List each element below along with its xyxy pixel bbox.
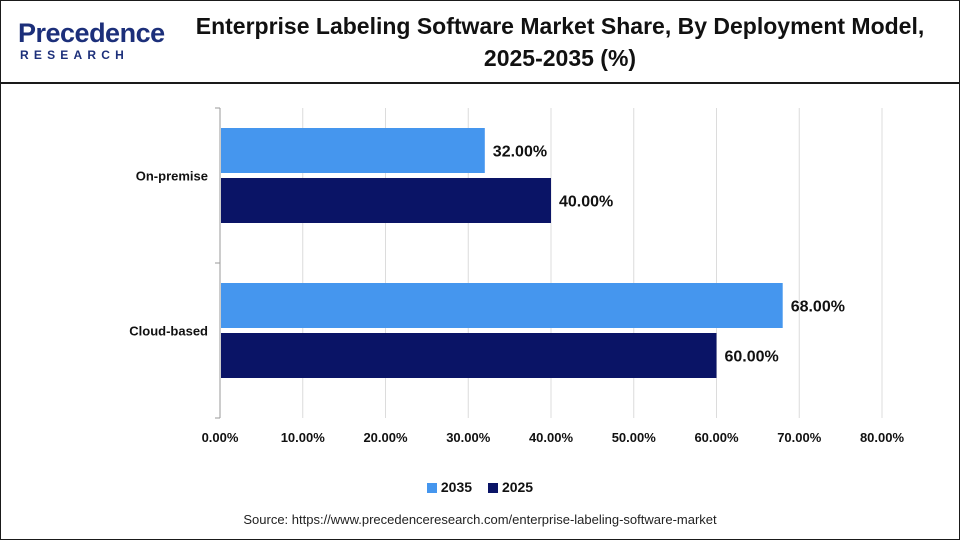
legend-swatch-2035 [426,483,437,493]
bar-2025-on-premise [221,178,551,223]
legend-label-2025: 2025 [501,479,534,495]
x-tick-label-80: 80.00% [860,430,905,445]
x-tick-label-50: 50.00% [612,430,657,445]
legend: 2035 2025 [0,478,960,496]
data-label-2035-on-premise: 32.00% [493,144,547,161]
x-tick-label-0: 0.00% [202,430,239,445]
logo-sub-text: RESEARCH [20,48,129,62]
data-label-2025-cloud-based: 60.00% [725,349,779,366]
bar-chart: 32.00% 40.00% On-premise 68.00% 60.00% Cloud-… [129,107,905,445]
bar-2035-on-premise [221,128,485,173]
category-label-on-premise: On-premise [136,169,208,184]
data-label-2035-cloud-based: 68.00% [791,299,845,316]
x-tick-label-70: 70.00% [777,430,822,445]
data-label-2025-on-premise: 40.00% [559,194,613,211]
legend-swatch-2025 [487,483,498,493]
x-tick-label-10: 10.00% [281,430,326,445]
legend-item-2035: 2035 [426,478,473,496]
bar-2035-cloud-based [221,283,783,328]
category-label-cloud-based: Cloud-based [129,324,208,339]
chart-title: Enterprise Labeling Software Market Shar… [195,13,925,71]
legend-label-2035: 2035 [440,479,473,495]
logo-main-text: Precedence [18,18,165,48]
legend-item-2025: 2025 [487,478,534,496]
x-tick-label-60: 60.00% [694,430,739,445]
x-tick-label-30: 30.00% [446,430,491,445]
brand-logo: Precedence RESEARCH [18,18,165,64]
x-tick-label-40: 40.00% [529,430,574,445]
header: Precedence RESEARCH Enterprise Labeling … [0,0,960,84]
source-note: Source: https://www.precedenceresearch.c… [243,512,717,527]
x-tick-label-20: 20.00% [363,430,408,445]
bar-2025-cloud-based [221,333,717,378]
